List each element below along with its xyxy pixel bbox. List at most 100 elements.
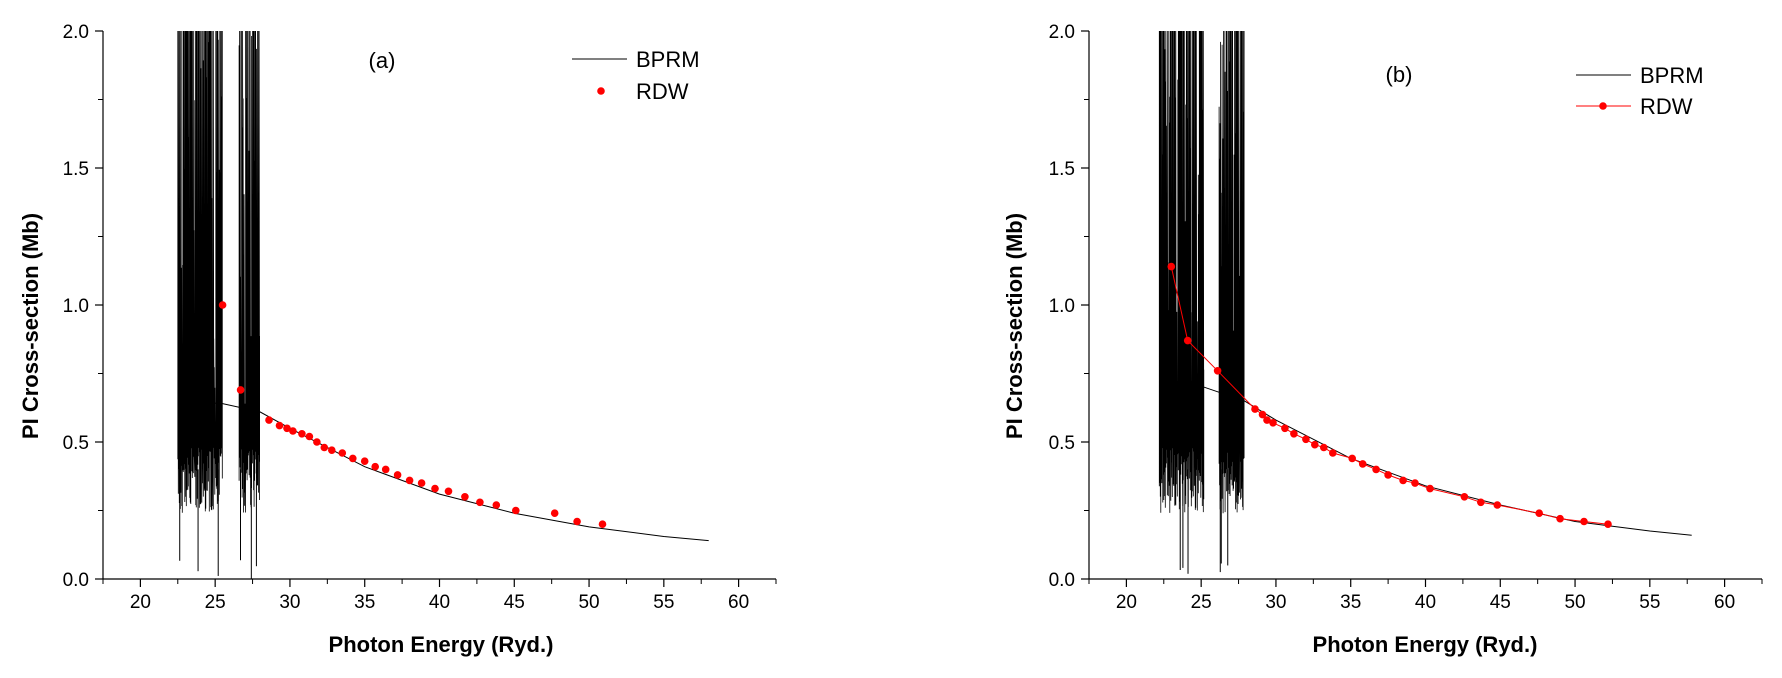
y-tick-label: 0.5	[1049, 433, 1075, 454]
rdw-point	[1493, 501, 1502, 509]
rdw-point	[1269, 419, 1277, 427]
rdw-point	[371, 462, 380, 471]
rdw-point	[313, 438, 321, 446]
rdw-series	[1167, 262, 1612, 528]
rdw-series	[218, 301, 607, 528]
rdw-point	[265, 416, 273, 424]
rdw-point	[283, 424, 291, 433]
legend-bprm-label: BPRM	[636, 47, 700, 72]
bprm-resonance-band	[1158, 30, 1205, 513]
rdw-point	[1167, 262, 1176, 271]
x-tick-label: 20	[130, 592, 151, 613]
rdw-point	[328, 446, 336, 455]
bprm-resonance-band	[238, 30, 260, 513]
x-tick-label: 45	[1490, 592, 1511, 613]
rdw-point	[1329, 449, 1337, 457]
rdw-point	[298, 430, 306, 438]
x-tick-label: 20	[1116, 592, 1137, 613]
rdw-point	[1426, 484, 1434, 493]
rdw-point	[598, 520, 607, 528]
y-tick-label: 1.5	[1049, 159, 1075, 180]
panel-label: (a)	[369, 48, 396, 73]
rdw-point	[1411, 479, 1419, 487]
rdw-point	[1372, 465, 1380, 474]
x-axis-title: Photon Energy (Ryd.)	[329, 632, 554, 657]
bprm-resonance-band	[177, 30, 223, 513]
y-axis-title: PI Cross-section (Mb)	[18, 213, 43, 439]
rdw-point	[1258, 410, 1267, 419]
y-tick-label: 2.0	[1049, 22, 1075, 43]
x-tick-label: 30	[1265, 592, 1286, 613]
rdw-point	[512, 506, 520, 515]
x-tick-label: 55	[653, 592, 674, 613]
chart-panel-a: 20 25 30 35 40 45 50 55 60 0.0 0.5 1.0 1.5 2.0 (a) Ph…	[18, 22, 777, 657]
x-axis-title: Photon Energy (Ryd.)	[1313, 632, 1538, 657]
axes: 20 25 30 35 40 45 50 55 60 0.0 0.5 1.0 1.5 2.0	[63, 22, 777, 613]
rdw-point	[1399, 476, 1407, 485]
rdw-point	[492, 501, 501, 509]
axes: 20 25 30 35 40 45 50 55 60 0.0 0.5 1.0 1.5 2.0	[1049, 22, 1763, 613]
x-tick-label: 40	[429, 592, 450, 613]
y-tick-label: 0.0	[63, 570, 89, 591]
rdw-point	[431, 484, 439, 493]
legend: BPRM RDW	[1576, 63, 1704, 119]
x-tick-label: 45	[504, 592, 525, 613]
rdw-point	[1580, 517, 1588, 526]
rdw-point	[405, 476, 414, 485]
x-tick-label: 35	[354, 592, 375, 613]
x-tick-label: 60	[1714, 592, 1735, 613]
rdw-point	[461, 493, 469, 501]
rdw-point	[1302, 435, 1310, 444]
rdw-point	[275, 421, 284, 430]
y-tick-label: 1.5	[63, 159, 89, 180]
rdw-point	[338, 449, 347, 457]
legend-rdw-label: RDW	[636, 79, 689, 104]
rdw-point	[573, 517, 581, 526]
rdw-point	[381, 465, 390, 474]
rdw-point	[305, 432, 314, 441]
rdw-point	[1358, 460, 1367, 468]
rdw-point	[1290, 430, 1298, 438]
rdw-point	[417, 479, 426, 487]
y-tick-label: 0.0	[1049, 570, 1075, 591]
panel-label: (b)	[1386, 62, 1413, 87]
rdw-point	[218, 301, 227, 309]
rdw-point	[1604, 520, 1612, 528]
y-axis-title: PI Cross-section (Mb)	[1002, 213, 1027, 439]
rdw-point	[476, 498, 484, 507]
rdw-point	[1477, 498, 1485, 507]
rdw-point	[1384, 471, 1392, 479]
rdw-point	[289, 427, 297, 435]
bprm-resonance-band	[1218, 30, 1245, 514]
x-tick-label: 40	[1415, 592, 1436, 613]
rdw-point	[1251, 405, 1259, 413]
x-tick-label: 30	[279, 592, 300, 613]
y-tick-label: 2.0	[63, 22, 89, 43]
rdw-point	[1311, 440, 1319, 449]
x-tick-label: 50	[1564, 592, 1585, 613]
rdw-point	[360, 457, 369, 466]
rdw-point	[393, 471, 402, 479]
bprm-series	[177, 30, 709, 579]
y-tick-label: 1.0	[1049, 296, 1075, 317]
chart-panel-b: 20 25 30 35 40 45 50 55 60 0.0 0.5 1.0 1.5 2.0 (b) Ph…	[1002, 22, 1763, 657]
rdw-point	[1183, 336, 1192, 345]
y-tick-label: 1.0	[63, 296, 89, 317]
x-tick-label: 25	[1191, 592, 1212, 613]
x-tick-label: 60	[728, 592, 749, 613]
rdw-point	[1263, 416, 1271, 424]
bprm-series	[1158, 30, 1692, 574]
x-tick-label: 55	[1639, 592, 1660, 613]
legend-rdw-swatch	[1599, 102, 1607, 110]
rdw-point	[550, 509, 559, 517]
rdw-point	[444, 487, 453, 496]
rdw-point	[320, 443, 329, 452]
rdw-point	[1348, 454, 1356, 463]
legend-bprm-label: BPRM	[1640, 63, 1704, 88]
rdw-point	[1535, 509, 1543, 517]
x-tick-label: 50	[578, 592, 599, 613]
x-tick-label: 25	[205, 592, 226, 613]
legend-rdw-label: RDW	[1640, 94, 1693, 119]
legend: BPRM RDW	[572, 47, 700, 104]
